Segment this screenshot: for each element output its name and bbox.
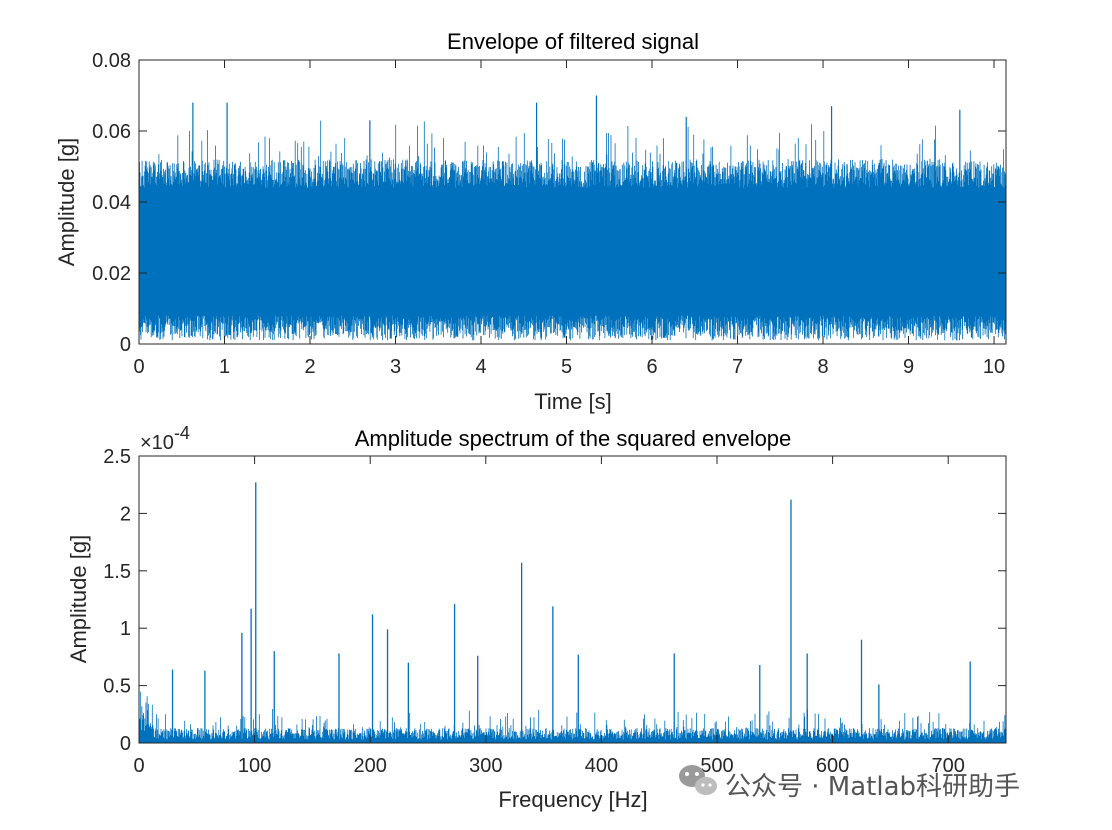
top-x-tick-label: 8 <box>817 356 828 378</box>
bottom-xlabel: Frequency [Hz] <box>498 787 647 812</box>
bottom-axes: 0 100 200 300 400 500 600 700 0 0.5 1 1.5 2 2.5 ×10-… <box>66 423 1007 812</box>
wechat-icon <box>679 765 717 795</box>
top-title: Envelope of filtered signal <box>447 29 699 54</box>
bottom-y-tick-label: 2.5 <box>103 446 131 468</box>
bottom-y-tick-label: 2 <box>120 503 131 525</box>
top-x-tick-label: 6 <box>646 356 657 378</box>
top-y-tick-label: 0.08 <box>92 50 131 72</box>
top-x-tick-label: 4 <box>475 356 486 378</box>
bottom-x-tick-label: 0 <box>133 755 144 777</box>
bottom-y-ticks: 0 0.5 1 1.5 2 2.5 <box>103 446 1006 755</box>
watermark-text: 公众号 · Matlab科研助手 <box>725 772 1020 802</box>
top-y-tick-label: 0.02 <box>92 263 131 285</box>
top-y-tick-label: 0.06 <box>92 121 131 143</box>
bottom-x-tick-label: 500 <box>700 755 733 777</box>
bottom-y-tick-label: 0.5 <box>103 676 131 698</box>
bottom-plot-area <box>138 482 1007 743</box>
top-x-tick-label: 10 <box>983 356 1005 378</box>
bottom-y-tick-label: 1.5 <box>103 561 131 583</box>
bottom-axes-box <box>138 455 1007 744</box>
bottom-y-exponent: ×10-4 <box>140 423 190 454</box>
spectrum-series-line <box>138 688 1007 743</box>
bottom-y-tick-label: 0 <box>120 733 131 755</box>
bottom-x-tick-label: 200 <box>354 755 387 777</box>
top-x-tick-label: 7 <box>732 356 743 378</box>
top-x-ticks: 0 1 2 3 4 5 6 7 8 9 10 <box>133 60 1005 378</box>
top-x-tick-label: 2 <box>304 356 315 378</box>
bottom-x-tick-label: 100 <box>238 755 271 777</box>
bottom-x-tick-label: 600 <box>816 755 849 777</box>
bottom-x-tick-label: 300 <box>469 755 502 777</box>
top-y-tick-label: 0.04 <box>92 192 131 214</box>
bottom-x-ticks: 0 100 200 300 400 500 600 700 <box>133 456 965 777</box>
top-x-tick-label: 3 <box>390 356 401 378</box>
watermark: 公众号 · Matlab科研助手 <box>679 765 1020 802</box>
top-plot-area <box>138 95 1007 341</box>
top-xlabel: Time [s] <box>534 389 611 414</box>
bottom-y-tick-label: 1 <box>120 618 131 640</box>
bottom-title: Amplitude spectrum of the squared envelo… <box>355 426 792 451</box>
top-y-tick-label: 0 <box>120 334 131 356</box>
top-x-tick-label: 9 <box>903 356 914 378</box>
bottom-x-tick-label: 700 <box>932 755 965 777</box>
envelope-series-line <box>138 120 1007 341</box>
top-x-tick-label: 0 <box>133 356 144 378</box>
top-y-ticks: 0 0.02 0.04 0.06 0.08 <box>92 50 1006 356</box>
top-ylabel: Amplitude [g] <box>54 138 79 266</box>
top-axes: 0 1 2 3 4 5 6 7 8 9 10 0 0.02 0.04 0.06 0.08 Envelope … <box>54 29 1007 414</box>
top-x-tick-label: 1 <box>219 356 230 378</box>
top-x-tick-label: 5 <box>561 356 572 378</box>
bottom-ylabel: Amplitude [g] <box>66 535 91 663</box>
bottom-x-tick-label: 400 <box>585 755 618 777</box>
